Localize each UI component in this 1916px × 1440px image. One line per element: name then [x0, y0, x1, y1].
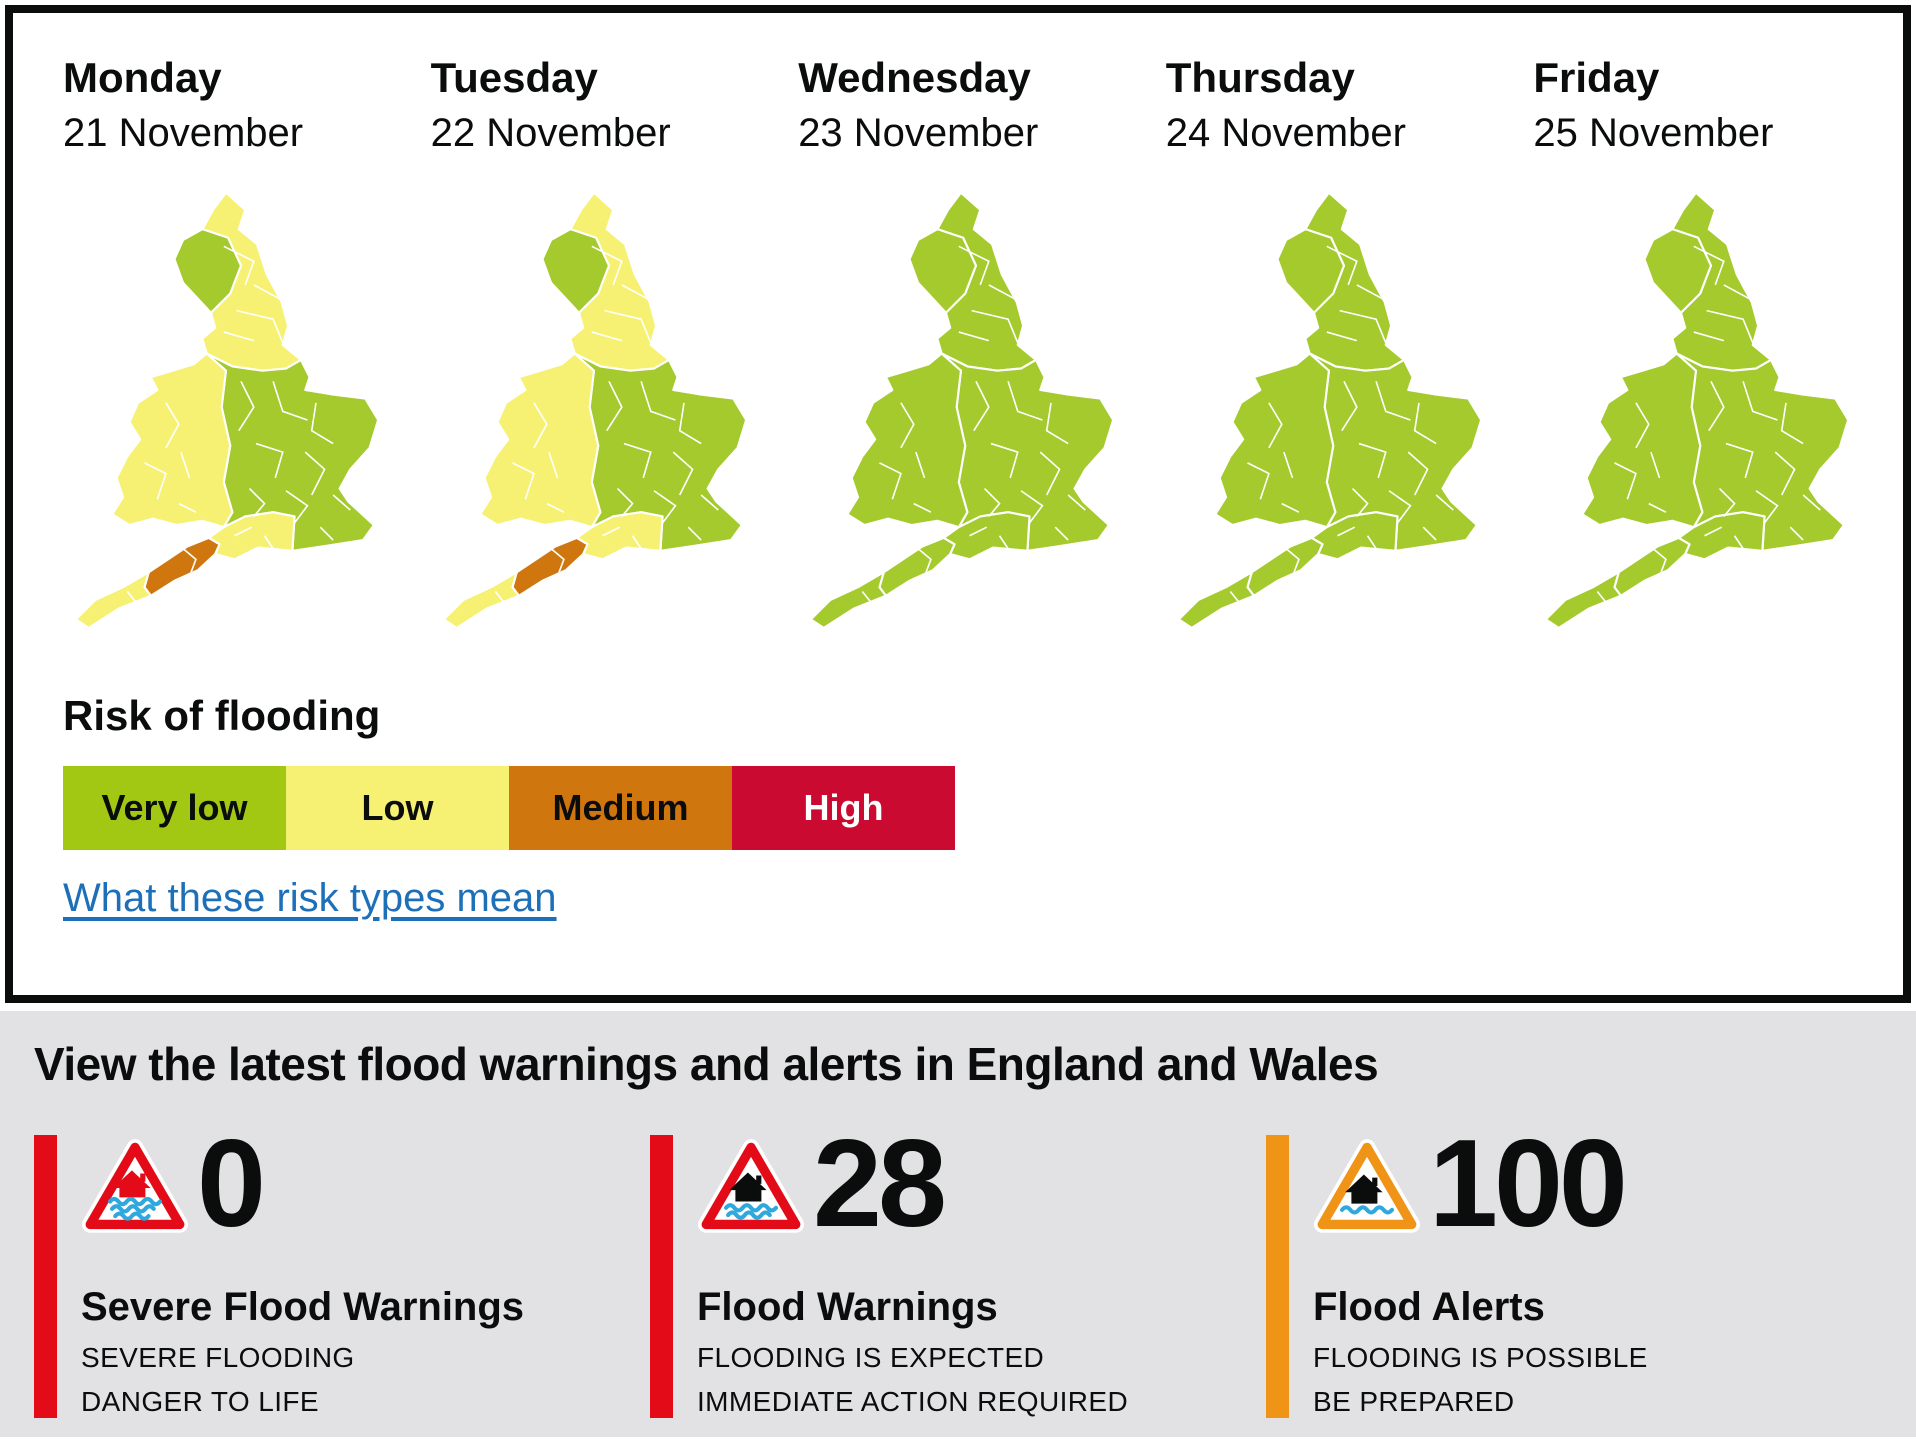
legend-segment-low: Low: [286, 766, 509, 851]
flood-warning-icon: [697, 1139, 805, 1233]
warning-body: 100 Flood Alerts FLOODING IS POSSIBLE BE…: [1313, 1115, 1648, 1418]
day-date: 23 November: [798, 111, 1039, 156]
map-region-cornwall: [74, 571, 152, 630]
map-region-south-west: [143, 537, 221, 598]
legend-label: High: [803, 787, 884, 829]
warning-line-1: FLOODING IS EXPECTED: [697, 1342, 1045, 1373]
warning-line-1: FLOODING IS POSSIBLE: [1313, 1342, 1648, 1373]
flood-alert-icon: [1313, 1139, 1421, 1233]
legend-label: Low: [361, 787, 434, 829]
severe-warning-bar: [34, 1135, 57, 1418]
map-region-south-west: [1613, 537, 1691, 598]
warning-line-2: BE PREPARED: [1313, 1386, 1515, 1417]
map-region-south-west: [878, 537, 956, 598]
map-region-cornwall: [1177, 571, 1255, 630]
map-region-wales-and-borders: [1581, 352, 1704, 529]
day-column-tuesday: Tuesday 22 November: [430, 54, 753, 640]
map-region-wales-and-borders: [846, 352, 969, 529]
legend-segment-very-low: Very low: [63, 766, 286, 851]
map-region-south-west: [1246, 537, 1324, 598]
map-region-cornwall: [442, 571, 520, 630]
risk-map-monday: [74, 191, 380, 630]
day-name: Thursday: [1165, 54, 1355, 101]
warning-title: Flood Warnings: [697, 1285, 998, 1329]
legend-title: Risk of flooding: [63, 692, 381, 740]
flood-warnings-count: 28: [813, 1115, 947, 1253]
risk-map-wednesday: [809, 191, 1115, 630]
day-date: 25 November: [1533, 111, 1774, 156]
flood-warnings-item[interactable]: 28 Flood Warnings FLOODING IS EXPECTED I…: [650, 1115, 1266, 1418]
flood-forecast-panel: Monday 21 November Tuesday 22 November: [5, 5, 1911, 1003]
flood-warning-bar: [650, 1135, 673, 1418]
map-region-wales-and-borders: [1214, 352, 1337, 529]
flood-alert-bar: [1266, 1135, 1289, 1418]
legend-segment-medium: Medium: [509, 766, 732, 851]
flood-alerts-item[interactable]: 100 Flood Alerts FLOODING IS POSSIBLE BE…: [1266, 1115, 1882, 1418]
warning-line-1: SEVERE FLOODING: [81, 1342, 355, 1373]
day-name: Friday: [1533, 54, 1660, 101]
map-region-cornwall: [809, 571, 888, 630]
day-date: 24 November: [1165, 111, 1406, 156]
map-region-wales-and-borders: [111, 352, 234, 529]
warning-title: Flood Alerts: [1313, 1285, 1545, 1329]
day-column-thursday: Thursday 24 November: [1165, 54, 1488, 640]
severe-flood-warnings-count: 0: [197, 1115, 266, 1253]
legend-bar: Very low Low Medium High: [63, 766, 955, 851]
warning-top: 100: [1313, 1115, 1648, 1253]
flood-alerts-count: 100: [1429, 1115, 1628, 1253]
warning-title: Severe Flood Warnings: [81, 1285, 525, 1329]
day-name: Wednesday: [798, 54, 1031, 101]
legend-segment-high: High: [732, 766, 955, 851]
warnings-heading: View the latest flood warnings and alert…: [34, 1038, 1379, 1090]
warning-top: 0: [81, 1115, 524, 1253]
risk-map-thursday: [1177, 191, 1483, 630]
day-column-monday: Monday 21 November: [63, 54, 385, 640]
day-column-friday: Friday 25 November: [1533, 54, 1855, 640]
map-region-wales-and-borders: [478, 352, 602, 529]
warning-line-2: IMMEDIATE ACTION REQUIRED: [697, 1386, 1129, 1417]
day-name: Tuesday: [430, 54, 598, 101]
legend-label: Medium: [552, 787, 689, 829]
risk-legend: Risk of flooding Very low Low Medium Hig…: [63, 692, 1855, 921]
warning-top: 28: [697, 1115, 1128, 1253]
map-region-cornwall: [1545, 571, 1623, 630]
risk-map-tuesday: [442, 191, 747, 630]
severe-flood-warnings-item[interactable]: 0 Severe Flood Warnings SEVERE FLOODING …: [34, 1115, 650, 1418]
risk-types-link[interactable]: What these risk types mean: [63, 876, 557, 921]
day-column-wednesday: Wednesday 23 November: [798, 54, 1120, 640]
warning-body: 0 Severe Flood Warnings SEVERE FLOODING …: [81, 1115, 525, 1418]
warnings-section: View the latest flood warnings and alert…: [0, 1011, 1916, 1437]
map-region-south-west: [510, 537, 589, 598]
severe-flood-warning-icon: [81, 1139, 189, 1233]
day-date: 21 November: [63, 111, 304, 156]
day-date: 22 November: [430, 111, 671, 156]
warnings-row: 0 Severe Flood Warnings SEVERE FLOODING …: [34, 1115, 1882, 1418]
risk-map-friday: [1545, 191, 1850, 630]
warning-line-2: DANGER TO LIFE: [81, 1386, 319, 1417]
legend-label: Very low: [101, 787, 248, 829]
warning-body: 28 Flood Warnings FLOODING IS EXPECTED I…: [697, 1115, 1129, 1418]
day-name: Monday: [63, 54, 222, 101]
forecast-days-row: Monday 21 November Tuesday 22 November: [63, 54, 1855, 640]
